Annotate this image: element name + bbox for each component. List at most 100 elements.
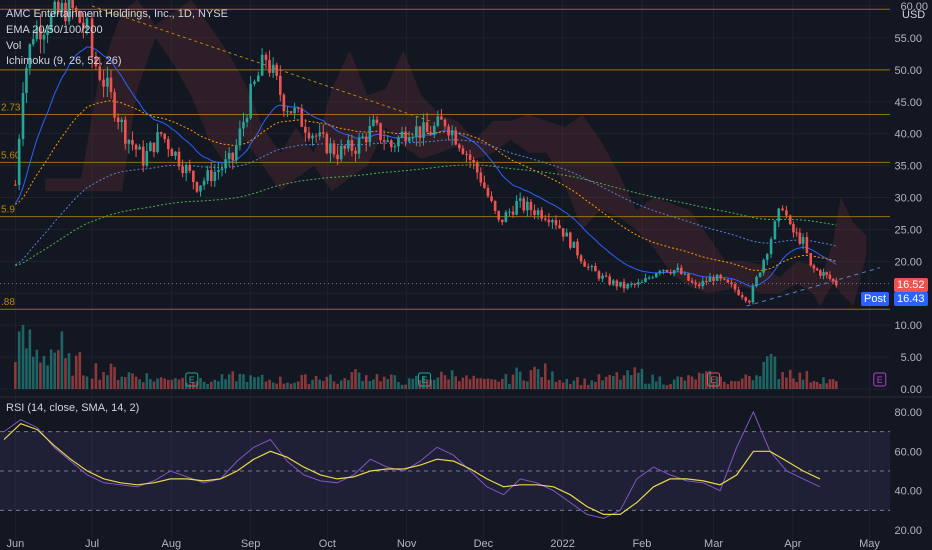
rsi-pane[interactable] xyxy=(0,396,932,519)
volume-bar xyxy=(662,384,665,389)
symbol-title[interactable]: AMC Entertainment Holdings, Inc., 1D, NY… xyxy=(6,8,228,20)
candle-body xyxy=(819,270,822,276)
volume-bar xyxy=(170,379,174,389)
candle-body xyxy=(676,267,680,271)
volume-bar xyxy=(145,373,149,389)
candle-body xyxy=(515,200,518,215)
candle-body xyxy=(21,92,25,139)
candle-body xyxy=(479,172,483,183)
volume-bar xyxy=(647,383,651,389)
volume-bar xyxy=(314,375,318,389)
candle-body xyxy=(278,75,282,95)
candle-body xyxy=(443,119,447,127)
volume-bar xyxy=(781,372,784,389)
candle-body xyxy=(293,107,296,114)
volume-bar xyxy=(504,374,508,389)
candlesticks[interactable] xyxy=(14,0,838,305)
volume-bar xyxy=(325,376,329,389)
candle-body xyxy=(102,79,105,87)
ichimoku-legend[interactable]: Ichimoku (9, 26, 52, 26) xyxy=(6,55,122,67)
candle-body xyxy=(726,279,730,283)
candle-body xyxy=(744,297,748,301)
earnings-badge xyxy=(873,372,887,387)
time-tick: Apr xyxy=(784,538,801,550)
volume-bar xyxy=(654,381,658,389)
volume-bar xyxy=(608,374,612,389)
candle-body xyxy=(504,212,508,223)
candle-body xyxy=(834,280,838,286)
volume-bar xyxy=(576,377,579,389)
volume-bar xyxy=(264,381,268,389)
candle-body xyxy=(518,198,522,201)
candle-body xyxy=(594,266,597,272)
candle-body xyxy=(25,67,28,93)
volume-bar xyxy=(611,376,615,389)
candle-body xyxy=(529,201,533,211)
rsi-legend[interactable]: RSI (14, close, SMA, 14, 2) xyxy=(6,402,140,414)
volume-bar xyxy=(640,368,644,389)
candle-body xyxy=(372,119,375,126)
volume-legend[interactable]: Vol xyxy=(6,40,22,52)
volume-bar xyxy=(547,379,551,389)
candle-body xyxy=(647,277,651,279)
volume-bar xyxy=(260,374,264,389)
volume-bar xyxy=(98,379,102,389)
volume-bar xyxy=(415,375,418,389)
candle-body xyxy=(400,131,404,138)
candle-body xyxy=(35,27,39,40)
volume-bar xyxy=(347,380,350,389)
volume-bar xyxy=(795,381,798,389)
candle-body xyxy=(486,187,490,197)
candle-body xyxy=(601,275,604,279)
post-market-price-tag: 16.43 xyxy=(894,292,928,306)
candle-body xyxy=(737,289,740,296)
volume-bar xyxy=(694,379,697,389)
volume-bar xyxy=(751,380,755,389)
volume-bar xyxy=(690,376,694,389)
price-axis[interactable]: 60.00 55.00 50.00 45.00 40.00 35.00 30.00 25.00… xyxy=(894,1,928,537)
candle-body xyxy=(307,132,311,139)
volume-bar xyxy=(737,381,740,389)
candle-body xyxy=(127,139,131,144)
volume-bar xyxy=(629,375,633,389)
volume-bar xyxy=(393,375,397,389)
volume-bar xyxy=(792,378,795,389)
volume-bar xyxy=(762,361,765,389)
volume-bar xyxy=(42,355,46,389)
candle-body xyxy=(257,75,260,82)
volume-bar xyxy=(626,370,629,389)
post-market-label: Post xyxy=(861,292,890,306)
volume-bar xyxy=(508,383,511,389)
volume-bar xyxy=(202,381,206,389)
candle-body xyxy=(622,281,626,289)
candle-body xyxy=(781,208,784,211)
volume-bar xyxy=(458,381,461,389)
volume-bar xyxy=(422,376,425,389)
volume-bar xyxy=(242,374,245,389)
candle-body xyxy=(701,280,705,287)
volume-bar xyxy=(765,356,769,389)
volume-bar xyxy=(268,379,271,389)
volume-bar xyxy=(468,379,472,389)
candle-body xyxy=(195,181,199,192)
time-tick: Jun xyxy=(6,538,24,550)
volume-bar xyxy=(543,363,547,389)
candle-body xyxy=(411,137,415,139)
candle-body xyxy=(166,139,170,150)
candle-body xyxy=(138,146,141,150)
volume-bar xyxy=(192,381,195,389)
candle-body xyxy=(321,132,325,134)
ema-legend[interactable]: EMA 20/50/100/200 xyxy=(6,24,103,36)
volume-bar xyxy=(39,362,42,389)
time-axis[interactable]: Jun Jul Aug Sep Oct Nov Dec 2022 Feb Mar Apr May xyxy=(6,538,880,550)
candle-body xyxy=(49,13,53,31)
volume-bar xyxy=(819,383,822,389)
candle-body xyxy=(690,280,694,283)
rsi-tick: 80.00 xyxy=(894,407,922,419)
volume-bar xyxy=(497,381,501,389)
ema-200-line xyxy=(15,164,837,267)
candle-body xyxy=(177,151,181,167)
candle-body xyxy=(801,237,805,244)
